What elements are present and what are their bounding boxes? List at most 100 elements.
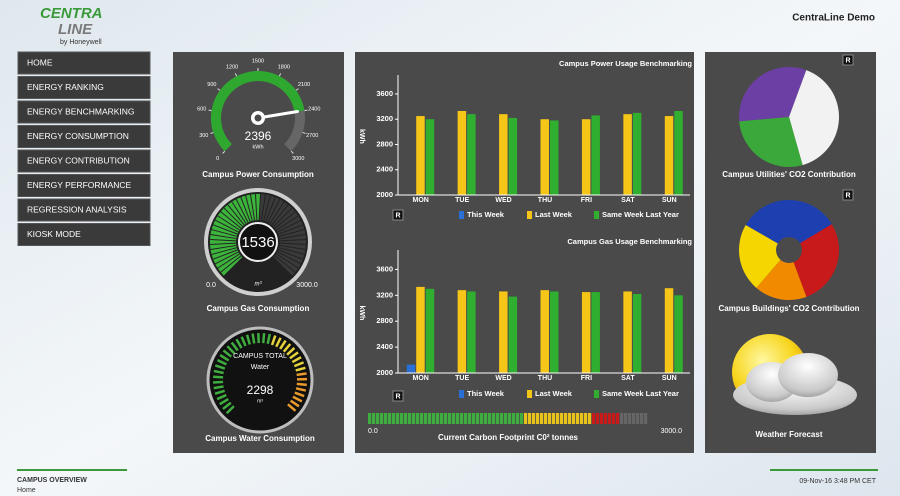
carbon-cell [420,413,424,424]
gauge-segment [292,395,303,403]
bar [632,112,642,195]
gauge-segment [258,194,262,221]
carbon-cell [412,413,416,424]
bar [406,364,416,373]
gauge-segment [226,345,236,355]
gauge-tick-label: 1500 [252,58,264,64]
gauge-value: 1536 [241,234,274,251]
gauge-segment [296,382,307,387]
carbon-cell [604,413,608,424]
carbon-cell [408,413,412,424]
carbon-cell [584,413,588,424]
gauge-segment [291,356,302,364]
carbon-cell [628,413,632,424]
gauge-segment [289,399,300,408]
gauge-label: Campus Power Consumption [202,170,314,179]
y-axis-label: kWh [358,129,365,144]
nav-item[interactable] [17,100,151,124]
x-tick-label: SUN [662,197,677,204]
y-tick-label: 2000 [376,190,393,199]
bar [591,292,600,373]
bar [674,111,683,195]
carbon-cell [592,413,596,424]
gauge-segment [210,233,237,240]
x-tick-label: FRI [581,375,592,382]
reset-button[interactable] [842,54,854,66]
nav-item[interactable] [17,76,151,99]
bar [540,119,549,195]
x-tick-label: MON [413,375,429,382]
gauge-segment [230,341,239,352]
legend-swatch [527,390,532,398]
carbon-cell [368,413,372,424]
nav-item[interactable] [17,149,151,173]
gauge-caption: CAMPUS TOTAL [233,353,287,360]
carbon-cell [524,413,528,424]
bar [416,286,425,373]
gauge-segment [295,366,306,372]
gauge-segment [215,251,239,265]
chart-title: Campus Utilities' CO2 Contribution [722,170,856,179]
carbon-cell [436,413,440,424]
carbon-cell [516,413,520,424]
x-tick-label: WED [495,375,511,382]
gauge-segment [251,333,256,344]
carbon-cell [464,413,468,424]
bar [467,114,476,195]
gauge-segment [214,389,225,395]
gauge-value: 2298 [247,383,274,397]
gauge-tick-label: 2100 [298,82,310,88]
y-tick-label: 2800 [376,316,393,325]
nav-item[interactable] [17,174,151,197]
reset-button[interactable] [392,209,404,221]
carbon-cell [472,413,476,424]
carbon-tick-label: 0.0 [368,428,378,435]
gauge-value: 2396 [245,129,272,143]
carbon-cell [404,413,408,424]
carbon-cell [568,413,572,424]
nav-item[interactable] [17,223,151,246]
nav-item[interactable] [17,125,151,148]
gauge-unit: kWh [253,144,264,150]
reset-button[interactable] [842,189,854,201]
gauge-segment [279,247,305,255]
carbon-cell [520,413,524,424]
pie-slice [738,225,789,288]
gauge-segment [271,204,289,226]
bar [550,291,559,373]
gauge-tick-label: 300 [199,133,208,139]
gauge-segment [269,201,285,224]
carbon-cell [416,413,420,424]
carbon-cell [380,413,384,424]
bar [674,295,683,373]
bar [425,288,435,373]
gauge-segment [235,199,249,223]
gauge-tick-label: 600 [197,107,206,113]
logo-sub: by Honeywell [60,39,102,46]
nav-item[interactable] [17,198,151,222]
gauge-value-arc [211,71,305,152]
carbon-cell [460,413,464,424]
legend-swatch [594,211,599,219]
carbon-cell [640,413,644,424]
reset-button[interactable] [392,390,404,402]
gauge-ring [206,326,314,434]
gauge-segment [231,201,247,224]
carbon-cell [616,413,620,424]
nav-item[interactable] [17,51,151,75]
carbon-cell [448,413,452,424]
gauge-segment [273,207,293,227]
legend-label: Same Week Last Year [602,389,679,398]
carbon-tick-label: 3000.0 [661,428,683,435]
gauge-name: Water [251,364,270,371]
legend-label: This Week [467,210,505,219]
gauge-segment [276,253,299,269]
x-tick-label: TUE [455,197,469,204]
gauge-segment [217,253,240,269]
gauge-tick [295,88,299,91]
pie-slice [756,250,807,300]
x-tick-label: WED [495,197,511,204]
gauge-segment [278,249,303,260]
bar [499,291,508,373]
